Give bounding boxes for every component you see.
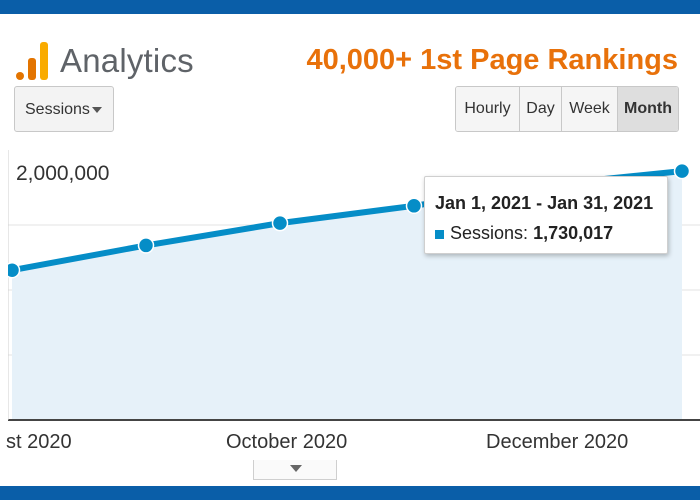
app-title: Analytics	[60, 42, 194, 79]
granularity-month-button[interactable]: Month	[618, 87, 678, 131]
tooltip-date-range: Jan 1, 2021 - Jan 31, 2021	[435, 193, 654, 213]
top-border	[0, 0, 700, 14]
chevron-down-icon	[290, 465, 302, 472]
header: Analytics 40,000+ 1st Page Rankings	[0, 14, 700, 84]
series-swatch	[435, 230, 444, 239]
granularity-day-button[interactable]: Day	[520, 87, 562, 131]
data-point	[137, 237, 155, 254]
tooltip-metric-value: 1,730,017	[533, 223, 614, 243]
left-margin	[0, 14, 8, 486]
chart-tooltip: Jan 1, 2021 - Jan 31, 2021 Sessions: 1,7…	[424, 176, 668, 254]
data-point	[405, 197, 423, 215]
tooltip-metric-label: Sessions:	[450, 223, 529, 243]
x-tick-label: December 2020	[486, 431, 629, 453]
analytics-bars-icon	[16, 40, 50, 80]
data-point	[271, 214, 289, 232]
data-point	[673, 162, 691, 180]
data-point	[8, 261, 21, 279]
granularity-week-button[interactable]: Week	[562, 87, 618, 131]
metric-dropdown[interactable]: Sessions	[14, 86, 114, 132]
metric-dropdown-label: Sessions	[25, 101, 90, 118]
x-tick-label: October 2020	[226, 431, 348, 453]
tooltip-metric: Sessions: 1,730,017	[450, 223, 613, 244]
bottom-border	[0, 486, 700, 500]
promo-headline: 40,000+ 1st Page Rankings	[306, 44, 678, 76]
expand-chart-handle[interactable]	[253, 460, 337, 480]
chevron-down-icon	[92, 107, 102, 113]
granularity-hourly-button[interactable]: Hourly	[456, 87, 520, 131]
x-tick-label: st 2020	[6, 431, 72, 453]
y-axis-label: 2,000,000	[16, 162, 110, 185]
granularity-toggle: Hourly Day Week Month	[455, 86, 679, 132]
